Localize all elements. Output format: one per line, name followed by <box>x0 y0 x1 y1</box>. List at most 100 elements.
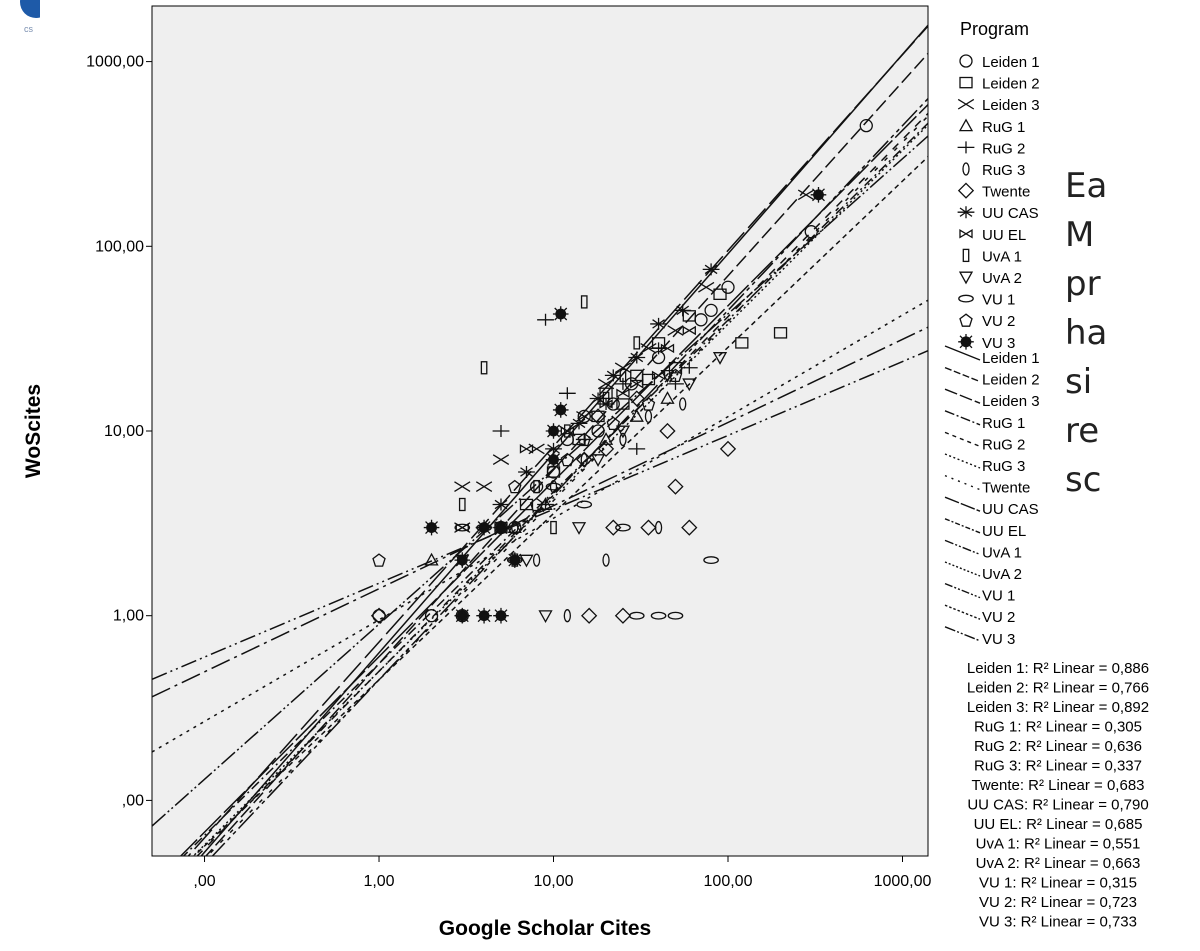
legend-line-label: VU 2 <box>982 609 1015 626</box>
point-vu-3 <box>493 519 509 536</box>
legend-marker-leiden-2-shape <box>959 76 973 89</box>
legend-marker-leiden-3 <box>957 98 975 110</box>
legend-line-label: UvA 2 <box>982 566 1022 583</box>
point-vu-3-shape <box>493 607 509 624</box>
point-rug-3-shape <box>602 553 610 567</box>
legend-line-vu-3 <box>944 626 981 642</box>
point-twente-shape <box>589 408 607 425</box>
point-uva-1-shape <box>563 424 571 438</box>
point-uva-2 <box>590 454 606 467</box>
point-leiden-2-shape <box>591 410 605 423</box>
point-uu-cas-shape <box>570 417 588 430</box>
point-vu-3 <box>507 552 523 568</box>
point-leiden-1-shape <box>859 119 873 133</box>
point-vu-3-shape <box>810 187 827 203</box>
data-points <box>370 119 873 624</box>
legend-title: Program <box>960 19 1029 39</box>
legend-line-label: UU EL <box>982 523 1026 540</box>
legend-line-leiden-2 <box>944 366 981 383</box>
point-twente-shape <box>576 451 593 468</box>
point-vu-3 <box>552 306 569 322</box>
point-uva-1 <box>563 424 571 438</box>
point-rug-3-shape <box>549 479 558 494</box>
legend-line-leiden-3 <box>944 388 981 404</box>
point-leiden-1-shape <box>704 303 718 318</box>
legend-marker-twente <box>957 182 975 199</box>
legend-line-uva-2 <box>944 561 981 577</box>
point-leiden-1 <box>804 225 818 239</box>
point-vu-1 <box>628 611 645 620</box>
point-uu-cas-shape <box>545 442 562 455</box>
point-rug-2 <box>650 342 667 355</box>
slide-text-line: ha <box>1065 313 1108 353</box>
point-uu-cas <box>545 442 562 455</box>
point-leiden-3-shape <box>492 454 510 465</box>
point-leiden-2 <box>519 498 534 511</box>
legend-marker-vu-2 <box>959 313 973 327</box>
legend-label: UU CAS <box>982 205 1039 222</box>
point-leiden-1-shape <box>804 225 818 239</box>
r-squared-label: VU 1: R² Linear = 0,315 <box>979 875 1137 892</box>
point-leiden-1-shape <box>721 280 735 294</box>
point-rug-3 <box>532 553 541 567</box>
point-twente-shape <box>614 607 632 624</box>
point-vu-2-shape <box>560 452 575 467</box>
legend-line-label: Leiden 2 <box>982 372 1040 389</box>
point-twente-shape <box>681 519 698 536</box>
point-twente <box>589 408 607 425</box>
r-squared-label: UvA 2: R² Linear = 0,663 <box>976 855 1141 872</box>
point-vu-3-shape <box>423 519 440 536</box>
point-rug-2 <box>628 442 646 455</box>
legend-marker-rug-1 <box>958 118 974 132</box>
point-rug-3-shape <box>563 609 571 623</box>
legend-line-uu-cas <box>944 496 981 512</box>
slide-text-line: Ea <box>1065 166 1108 206</box>
point-leiden-3 <box>797 189 815 201</box>
point-leiden-2 <box>773 327 788 339</box>
r-squared-label: Twente: R² Linear = 0,683 <box>971 777 1144 794</box>
x-axis-title: Google Scholar Cites <box>439 917 651 940</box>
point-uva-1-shape <box>602 391 610 406</box>
fit-line-uu-el <box>182 122 928 856</box>
legend-line-label: RuG 1 <box>982 415 1025 432</box>
point-rug-1-shape <box>424 552 439 566</box>
point-rug-3-shape <box>580 452 588 467</box>
point-leiden-3 <box>667 325 684 336</box>
point-uva-2-shape <box>519 554 534 568</box>
point-leiden-1-shape <box>591 424 605 438</box>
point-leiden-3 <box>454 481 471 492</box>
point-leiden-2 <box>630 369 644 382</box>
point-vu-3-shape <box>545 451 562 468</box>
point-vu-1-shape <box>650 611 667 620</box>
point-leiden-2 <box>735 337 749 349</box>
point-leiden-2-shape <box>519 498 534 511</box>
point-leiden-2-shape <box>773 327 788 339</box>
point-uva-1-shape <box>619 368 627 383</box>
legend-line-rug-3 <box>944 453 981 469</box>
legend-marker-uva-1-shape <box>962 248 970 263</box>
point-leiden-3 <box>640 343 657 354</box>
point-vu-3 <box>545 423 562 439</box>
point-rug-1 <box>660 391 675 404</box>
point-leiden-1 <box>721 280 735 294</box>
fit-line-rug-3 <box>152 299 928 753</box>
point-twente <box>576 451 593 468</box>
legend-label: Leiden 3 <box>982 97 1040 114</box>
legend-line-label: RuG 3 <box>982 458 1025 475</box>
point-uva-1 <box>619 368 627 383</box>
point-twente <box>581 607 598 624</box>
point-vu-2 <box>641 397 656 411</box>
point-rug-2-shape <box>628 442 646 455</box>
point-uva-1 <box>580 295 588 309</box>
legend-line-vu-1 <box>944 582 981 599</box>
point-vu-3 <box>476 519 492 536</box>
point-uva-2-shape <box>590 454 606 467</box>
point-uva-2-shape <box>615 425 631 439</box>
point-vu-3 <box>454 607 471 624</box>
point-vu-1 <box>667 611 684 620</box>
point-vu-2-shape <box>577 432 592 447</box>
r-squared-label: Leiden 1: R² Linear = 0,886 <box>967 660 1149 677</box>
point-leiden-3-shape <box>614 362 632 374</box>
point-twente-shape <box>370 607 388 624</box>
point-leiden-1 <box>859 119 873 133</box>
